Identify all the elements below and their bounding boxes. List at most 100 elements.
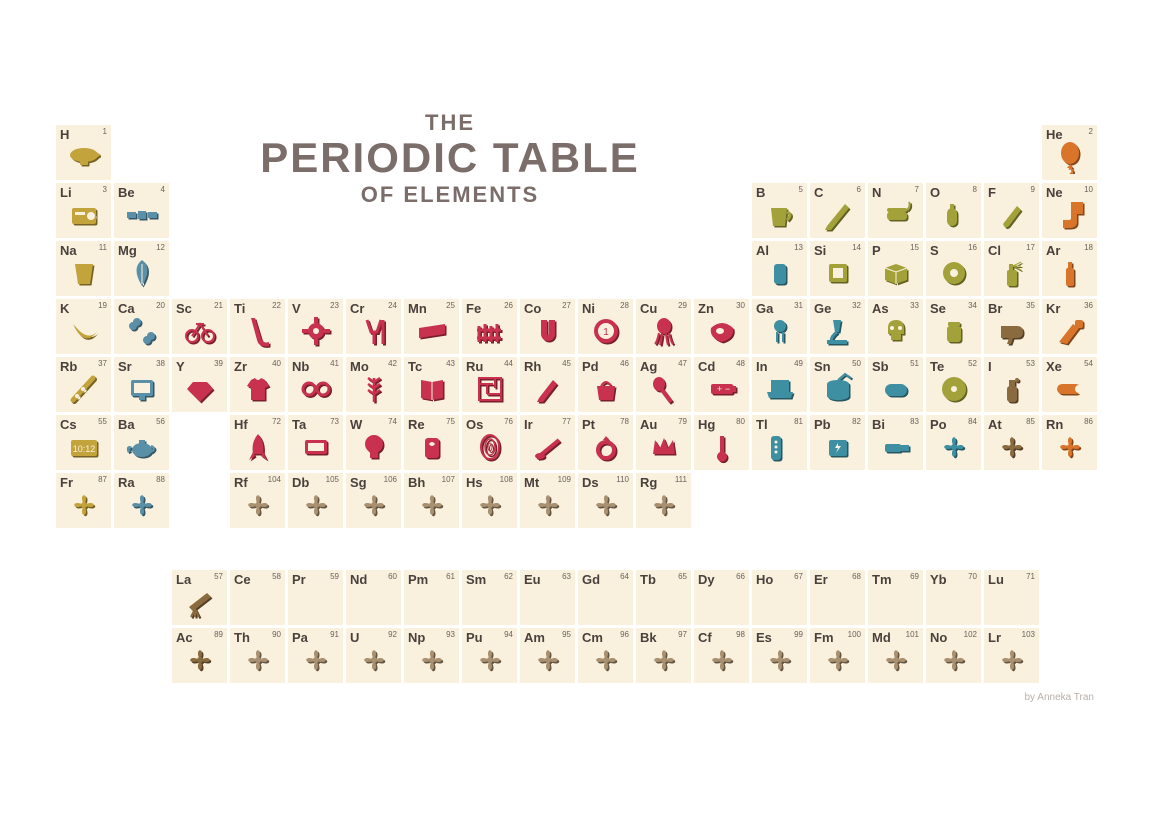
element-symbol: Es: [756, 630, 772, 645]
element-cell-In: In49: [752, 357, 807, 412]
credit-text: by Anneka Tran: [1025, 692, 1095, 703]
element-number: 86: [1084, 417, 1093, 426]
element-cell-Pb: Pb82: [810, 415, 865, 470]
fan-icon: [995, 643, 1029, 677]
laptop-icon: [763, 372, 797, 406]
element-cell-Br: Br35: [984, 299, 1039, 354]
element-symbol: Re: [408, 417, 425, 432]
dryer-icon: [995, 314, 1029, 348]
element-symbol: Pm: [408, 572, 428, 587]
element-cell-Np: Np93: [404, 628, 459, 683]
element-symbol: Gd: [582, 572, 600, 587]
magnet-icon: [531, 314, 565, 348]
element-symbol: Al: [756, 243, 769, 258]
usb-icon: [879, 430, 913, 464]
flash-icon: [1053, 372, 1087, 406]
element-symbol: Md: [872, 630, 891, 645]
element-cell-Rb: Rb37: [56, 357, 111, 412]
element-number: 85: [1026, 417, 1035, 426]
element-number: 100: [848, 630, 861, 639]
element-cell-Sg: Sg106: [346, 473, 401, 528]
book-icon: [415, 372, 449, 406]
element-symbol: Mn: [408, 301, 427, 316]
element-symbol: Pa: [292, 630, 308, 645]
element-cell-Se: Se34: [926, 299, 981, 354]
element-number: 65: [678, 572, 687, 581]
element-symbol: Ni: [582, 301, 595, 316]
element-symbol: Rf: [234, 475, 248, 490]
element-number: 81: [794, 417, 803, 426]
element-number: 31: [794, 301, 803, 310]
element-symbol: Tl: [756, 417, 768, 432]
fan-icon: [415, 488, 449, 522]
brush-icon: [995, 198, 1029, 232]
fan-icon: [183, 643, 217, 677]
bottle-icon: [1053, 256, 1087, 290]
spatula-icon: [1053, 314, 1087, 348]
element-symbol: H: [60, 127, 69, 142]
element-number: 39: [214, 359, 223, 368]
chip-icon: [821, 256, 855, 290]
element-cell-Pr: Pr59: [288, 570, 343, 625]
element-number: 29: [678, 301, 687, 310]
element-symbol: K: [60, 301, 69, 316]
element-number: 56: [156, 417, 165, 426]
element-symbol: Zr: [234, 359, 247, 374]
scope-icon: [821, 314, 855, 348]
element-number: 26: [504, 301, 513, 310]
balloon-icon: [1053, 140, 1087, 174]
element-cell-Nb: Nb41: [288, 357, 343, 412]
element-cell-Sm: Sm62: [462, 570, 517, 625]
element-number: 15: [910, 243, 919, 252]
fan-icon: [937, 430, 971, 464]
element-cell-La: La57: [172, 570, 227, 625]
element-number: 42: [388, 359, 397, 368]
fan-icon: [473, 643, 507, 677]
clock-icon: [67, 430, 101, 464]
element-number: 106: [384, 475, 397, 484]
fan-icon: [705, 643, 739, 677]
element-cell-Ni: Ni28: [578, 299, 633, 354]
steak-icon: [705, 314, 739, 348]
battery-icon: [705, 372, 739, 406]
element-number: 57: [214, 572, 223, 581]
element-cell-Co: Co27: [520, 299, 575, 354]
element-symbol: Fm: [814, 630, 834, 645]
element-cell-Cu: Cu29: [636, 299, 691, 354]
element-number: 44: [504, 359, 513, 368]
element-cell-Tl: Tl 81: [752, 415, 807, 470]
element-cell-W: W74: [346, 415, 401, 470]
tape-icon: [937, 256, 971, 290]
element-symbol: Bi: [872, 417, 885, 432]
element-number: 16: [968, 243, 977, 252]
element-number: 101: [906, 630, 919, 639]
element-number: 18: [1084, 243, 1093, 252]
element-symbol: Sb: [872, 359, 889, 374]
element-cell-Mn: Mn25: [404, 299, 459, 354]
element-cell-Bi: Bi 83: [868, 415, 923, 470]
element-symbol: Te: [930, 359, 944, 374]
teapot-icon: [125, 430, 159, 464]
fan-icon: [763, 643, 797, 677]
element-number: 63: [562, 572, 571, 581]
element-cell-Ac: Ac89: [172, 628, 227, 683]
element-symbol: I: [988, 359, 992, 374]
fan-icon: [937, 643, 971, 677]
element-number: 110: [616, 475, 629, 484]
element-cell-Es: Es99: [752, 628, 807, 683]
leaf-icon: [125, 256, 159, 290]
element-cell-Pm: Pm61: [404, 570, 459, 625]
element-symbol: Db: [292, 475, 309, 490]
element-number: 103: [1022, 630, 1035, 639]
element-symbol: Ar: [1046, 243, 1060, 258]
element-number: 98: [736, 630, 745, 639]
element-number: 83: [910, 417, 919, 426]
fence-icon: [473, 314, 507, 348]
element-cell-Ne: Ne10: [1042, 183, 1097, 238]
element-symbol: Po: [930, 417, 947, 432]
drop-icon: [995, 372, 1029, 406]
element-symbol: Si: [814, 243, 826, 258]
element-symbol: N: [872, 185, 881, 200]
element-symbol: Xe: [1046, 359, 1062, 374]
element-number: 88: [156, 475, 165, 484]
